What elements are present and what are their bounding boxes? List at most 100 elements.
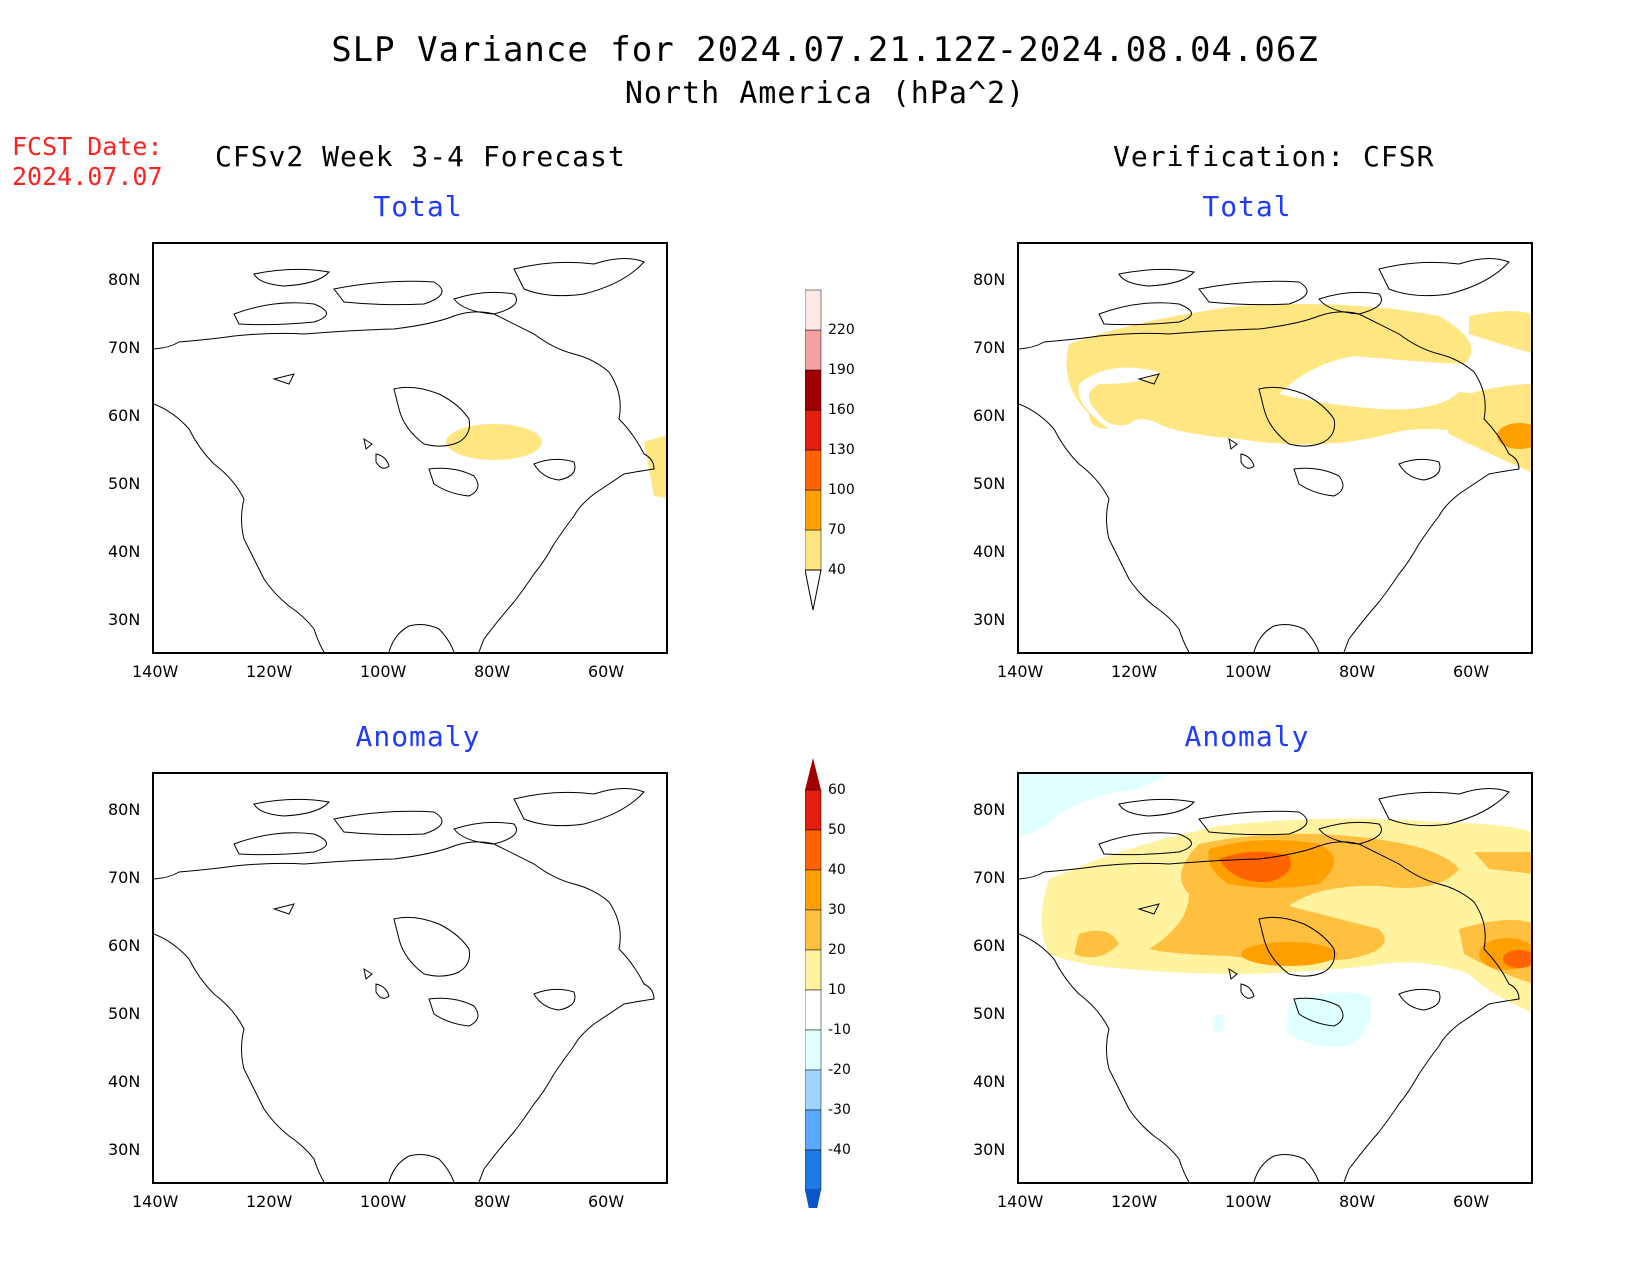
map-svg [1019, 258, 1531, 652]
shade-40-70 [446, 424, 542, 460]
lat-tick-label: 80N [108, 800, 141, 819]
lat-tick-label: 70N [973, 338, 1006, 357]
colorbar-level-label: 40 [828, 862, 846, 878]
lat-tick-label: 30N [108, 1140, 141, 1159]
lon-tick-label: 100W [360, 662, 407, 681]
lat-tick-label: 40N [973, 1072, 1006, 1091]
colorbar-swatch [804, 829, 822, 871]
lon-tick-label: 140W [132, 1192, 179, 1211]
lat-tick-label: 60N [108, 406, 141, 425]
shade-neg-10-neg-20 [1287, 992, 1372, 1047]
map-verification-total [1017, 242, 1533, 654]
lon-tick-label: 120W [246, 1192, 293, 1211]
coastlines [1019, 258, 1520, 652]
shade-30-40 [1241, 942, 1337, 966]
lon-tick-label: 100W [360, 1192, 407, 1211]
map-verification-anomaly [1017, 772, 1533, 1184]
fcst-date-value: 2024.07.07 [12, 162, 163, 191]
shade-neg-10-neg-20 [1213, 1014, 1224, 1032]
colorbar-swatch [804, 1069, 822, 1111]
colorbar-level-label: 160 [828, 402, 855, 418]
colorbar-swatch [804, 329, 822, 371]
map-svg [1019, 774, 1531, 1182]
colorbar-level-label: -40 [828, 1142, 851, 1158]
shade-40-70 [1066, 303, 1497, 445]
shade-40-70 [1439, 384, 1531, 473]
colorbar-end-arrow [804, 569, 822, 611]
colorbar-swatch [804, 449, 822, 491]
shade-40-70 [1469, 311, 1531, 353]
shade-20-30 [1074, 930, 1119, 958]
colorbar-swatch [804, 989, 822, 1031]
lat-tick-label: 30N [108, 610, 141, 629]
colorbar-level-label: -20 [828, 1062, 851, 1078]
colorbar-swatch [804, 409, 822, 451]
lon-tick-label: 120W [1111, 662, 1158, 681]
panel-title-verification-anomaly: Anomaly [1184, 720, 1310, 753]
colorbar-level-label: 220 [828, 322, 855, 338]
shade-70-100 [1497, 423, 1531, 449]
colorbar-total [804, 285, 835, 619]
lat-tick-label: 60N [108, 936, 141, 955]
colorbar-level-label: 50 [828, 822, 846, 838]
coastlines [154, 788, 655, 1182]
lon-tick-label: 60W [1453, 1192, 1490, 1211]
lat-tick-label: 30N [973, 1140, 1006, 1159]
colorbar-swatch [804, 529, 822, 571]
colorbar-end-arrow [805, 1190, 821, 1228]
lon-tick-label: 60W [1453, 662, 1490, 681]
shade-neg-10-neg-20 [1019, 774, 1169, 836]
map-svg [154, 788, 655, 1182]
coastlines [1019, 788, 1520, 1182]
map-svg [154, 258, 666, 652]
lat-tick-label: 50N [973, 1004, 1006, 1023]
colorbar-level-label: 20 [828, 942, 846, 958]
panel-title-forecast-total: Total [373, 190, 463, 223]
lon-tick-label: 80W [1339, 662, 1376, 681]
colorbar-swatch [804, 909, 822, 951]
lat-tick-label: 30N [973, 610, 1006, 629]
colorbar-anomaly [804, 758, 835, 1228]
lon-tick-label: 100W [1225, 662, 1272, 681]
lat-tick-label: 60N [973, 406, 1006, 425]
forecast-column-title: CFSv2 Week 3-4 Forecast [215, 140, 626, 173]
lat-tick-label: 50N [973, 474, 1006, 493]
colorbar-level-label: 70 [828, 522, 846, 538]
lon-tick-label: 80W [1339, 1192, 1376, 1211]
lon-tick-label: 60W [588, 662, 625, 681]
colorbar-level-label: 190 [828, 362, 855, 378]
map-forecast-total [152, 242, 668, 654]
colorbar-anomaly-svg [804, 758, 822, 1228]
lat-tick-label: 70N [108, 338, 141, 357]
panel-title-forecast-anomaly: Anomaly [355, 720, 481, 753]
colorbar-level-label: 10 [828, 982, 846, 998]
lat-tick-label: 80N [108, 270, 141, 289]
lon-tick-label: 140W [997, 662, 1044, 681]
shade-20-30 [1474, 852, 1531, 874]
colorbar-level-label: 130 [828, 442, 855, 458]
colorbar-end-arrow [805, 758, 821, 790]
fcst-date-label: FCST Date: [12, 132, 163, 161]
colorbar-swatch [804, 949, 822, 991]
colorbar-level-label: -10 [828, 1022, 851, 1038]
colorbar-swatch [804, 289, 822, 331]
colorbar-total-svg [804, 289, 822, 611]
lat-tick-label: 70N [108, 868, 141, 887]
page-title: SLP Variance for 2024.07.21.12Z-2024.08.… [331, 30, 1319, 70]
verification-column-title: Verification: CFSR [1113, 140, 1435, 173]
shade-40-70 [644, 435, 666, 499]
map-forecast-anomaly [152, 772, 668, 1184]
colorbar-swatch [804, 1109, 822, 1151]
lat-tick-label: 40N [108, 542, 141, 561]
colorbar-swatch [804, 489, 822, 531]
colorbar-swatch [804, 1149, 822, 1191]
lon-tick-label: 100W [1225, 1192, 1272, 1211]
page-subtitle: North America (hPa^2) [624, 76, 1026, 111]
lon-tick-label: 140W [132, 662, 179, 681]
lon-tick-label: 140W [997, 1192, 1044, 1211]
lat-tick-label: 60N [973, 936, 1006, 955]
colorbar-swatch [804, 869, 822, 911]
lon-tick-label: 60W [588, 1192, 625, 1211]
lat-tick-label: 80N [973, 270, 1006, 289]
panel-title-verification-total: Total [1202, 190, 1292, 223]
